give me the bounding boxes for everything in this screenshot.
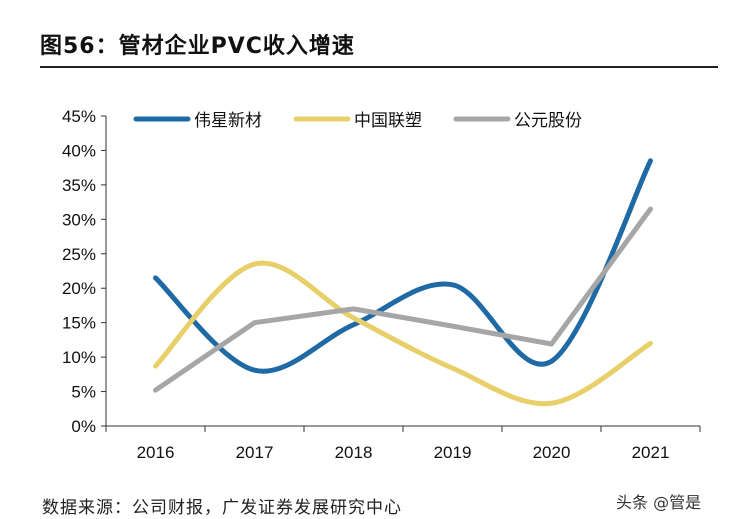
title-divider <box>40 66 718 68</box>
y-tick-label: 0% <box>71 417 96 436</box>
x-tick-label: 2021 <box>632 443 670 462</box>
legend-label: 公元股份 <box>514 111 582 131</box>
y-tick-label: 20% <box>62 279 96 298</box>
series-line-1 <box>153 158 653 374</box>
legend-label: 伟星新材 <box>194 111 262 131</box>
source-note: 数据来源：公司财报，广发证券发展研究中心 <box>42 498 402 518</box>
y-tick-label: 35% <box>62 176 96 195</box>
series-line-3 <box>153 206 653 393</box>
y-tick-label: 45% <box>62 107 96 126</box>
y-tick-label: 25% <box>62 245 96 264</box>
y-tick-label: 40% <box>62 141 96 160</box>
watermark: 头条 @管是 <box>616 493 702 512</box>
x-tick-label: 2017 <box>236 443 274 462</box>
legend-label: 中国联塑 <box>354 111 422 131</box>
x-tick-label: 2016 <box>137 443 175 462</box>
y-tick-label: 15% <box>62 314 96 333</box>
y-tick-label: 30% <box>62 210 96 229</box>
y-tick-label: 10% <box>62 348 96 367</box>
x-tick-label: 2020 <box>533 443 571 462</box>
x-tick-label: 2019 <box>434 443 472 462</box>
x-tick-label: 2018 <box>335 443 373 462</box>
figure-title: 图56：管材企业PVC收入增速 <box>40 34 355 59</box>
y-tick-label: 5% <box>71 383 96 402</box>
series-line-2 <box>153 260 653 407</box>
